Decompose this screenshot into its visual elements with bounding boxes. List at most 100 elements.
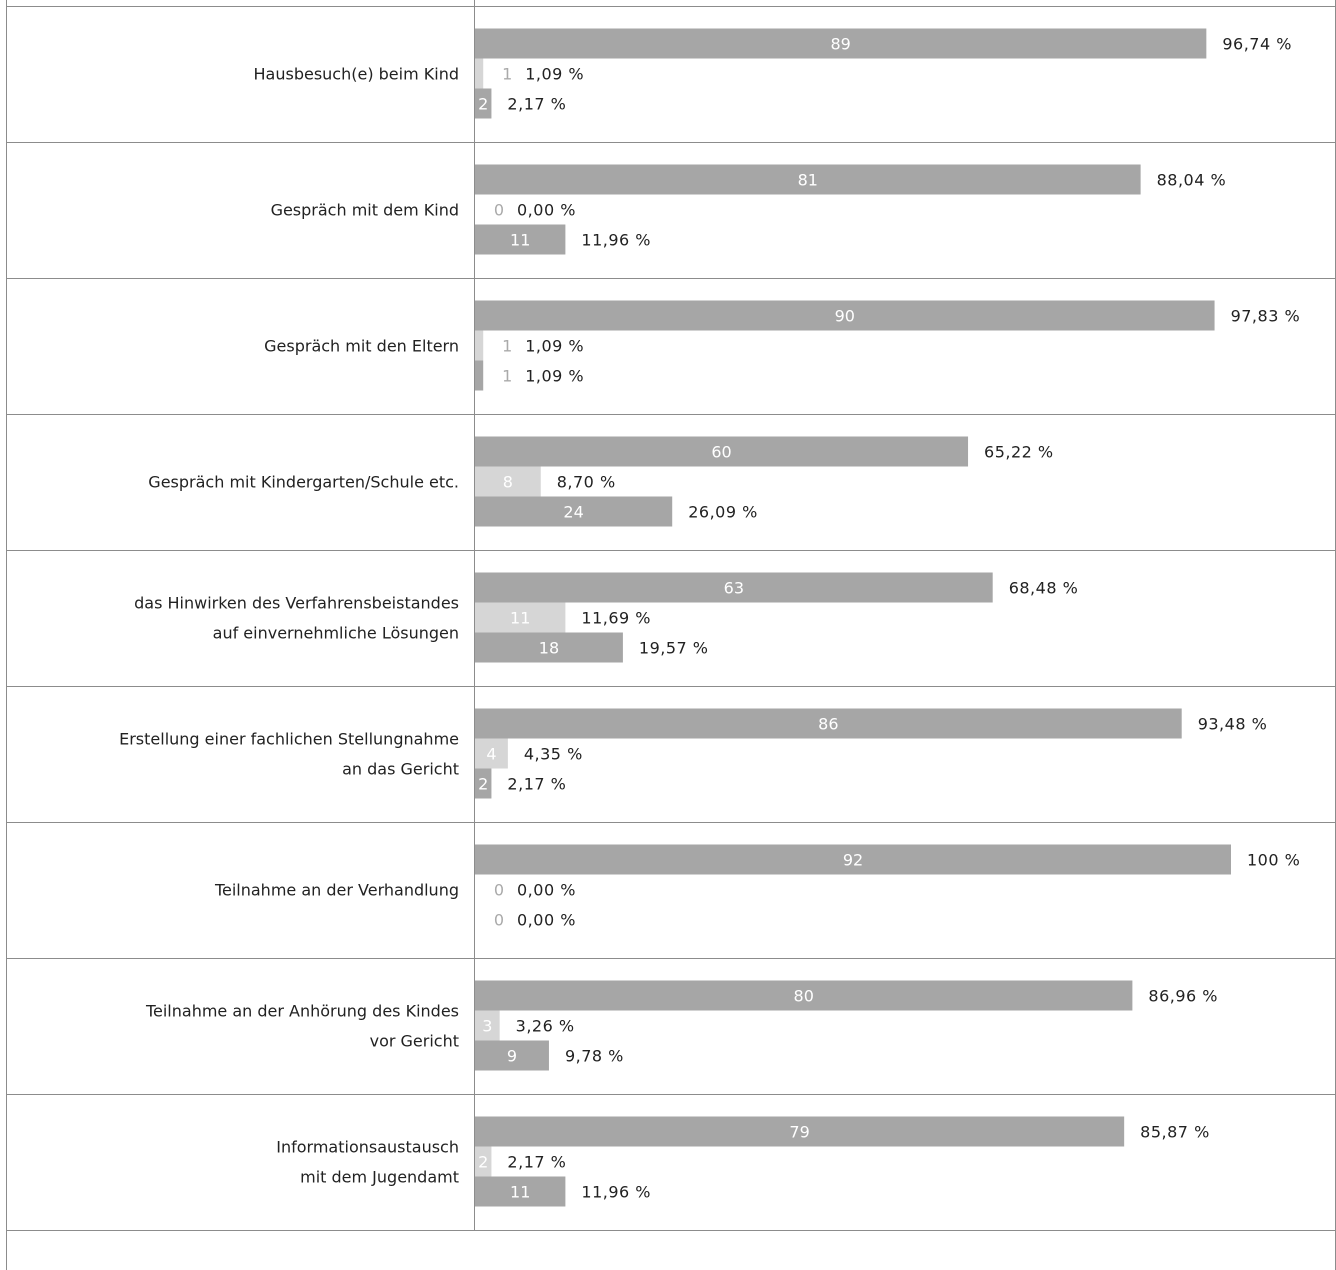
bar xyxy=(475,1146,492,1177)
chart-row: Gespräch mit dem Kind 81 88,04 % 0 0,00 % 11 1… xyxy=(271,164,1227,255)
bar-percent-label: 96,74 % xyxy=(1222,35,1292,54)
bar xyxy=(475,224,566,255)
bar xyxy=(475,708,1182,739)
bar xyxy=(475,1116,1125,1147)
bar xyxy=(475,436,969,467)
bar xyxy=(475,602,566,633)
bar xyxy=(475,1010,500,1041)
category-label: das Hinwirken des Verfahrensbeistandes xyxy=(134,594,459,613)
bar-percent-label: 26,09 % xyxy=(688,503,758,522)
bar-percent-label: 11,69 % xyxy=(581,609,651,628)
bar-count-label: 80 xyxy=(794,987,814,1006)
bar-percent-label: 85,87 % xyxy=(1140,1123,1210,1142)
bar-percent-label: 3,26 % xyxy=(516,1017,575,1036)
bar-percent-label: 100 % xyxy=(1247,851,1300,870)
bar-count-label: 9 xyxy=(507,1047,517,1066)
bar xyxy=(475,300,1215,331)
bar-percent-label: 11,96 % xyxy=(581,1183,651,1202)
bar-percent-label: 9,78 % xyxy=(565,1047,624,1066)
bar-percent-label: 0,00 % xyxy=(517,881,576,900)
chart-row: Gespräch mit den Eltern 90 97,83 % 1 1,09 % 1… xyxy=(264,300,1301,391)
bar xyxy=(475,28,1207,59)
bar-count-label: 24 xyxy=(563,503,583,522)
category-label: Informationsaustausch xyxy=(276,1138,459,1157)
bar-count-label: 11 xyxy=(510,1183,530,1202)
chart-row: das Hinwirken des Verfahrensbeistandes au… xyxy=(134,572,1079,663)
bar xyxy=(475,1040,549,1071)
bar-count-label: 81 xyxy=(798,171,818,190)
bar-percent-label: 0,00 % xyxy=(517,911,576,930)
chart-row: Hausbesuch(e) beim Kind 89 96,74 % 1 1,09 % 2… xyxy=(254,28,1292,119)
bar-count-label: 60 xyxy=(711,443,731,462)
category-label: vor Gericht xyxy=(370,1032,459,1051)
category-label: Gespräch mit Kindergarten/Schule etc. xyxy=(148,473,459,492)
bar-count-label: 18 xyxy=(539,639,559,658)
bar-percent-label: 19,57 % xyxy=(639,639,709,658)
table-frame xyxy=(6,0,1336,1270)
bar xyxy=(475,88,492,119)
category-label: auf einvernehmliche Lösungen xyxy=(213,624,459,643)
bar-count-label: 92 xyxy=(843,851,863,870)
category-label: Erstellung einer fachlichen Stellungnahm… xyxy=(119,730,459,749)
bar xyxy=(475,1176,566,1207)
bar-count-label: 11 xyxy=(510,609,530,628)
bar-count-label: 1 xyxy=(502,367,512,386)
bar-count-label: 2 xyxy=(478,95,488,114)
bar-percent-label: 2,17 % xyxy=(507,1153,566,1172)
bar-percent-label: 1,09 % xyxy=(525,367,584,386)
bar-count-label: 63 xyxy=(724,579,744,598)
bar-percent-label: 0,00 % xyxy=(517,201,576,220)
bar-count-label: 8 xyxy=(503,473,513,492)
bar xyxy=(475,58,484,89)
bar-count-label: 0 xyxy=(494,881,504,900)
bar-percent-label: 65,22 % xyxy=(984,443,1054,462)
bar-percent-label: 86,96 % xyxy=(1148,987,1218,1006)
bar-count-label: 3 xyxy=(482,1017,492,1036)
category-label: Gespräch mit dem Kind xyxy=(271,201,459,220)
bar xyxy=(475,980,1133,1011)
bar xyxy=(475,330,484,361)
bar-percent-label: 2,17 % xyxy=(507,775,566,794)
bar-count-label: 79 xyxy=(789,1123,809,1142)
bar-percent-label: 2,17 % xyxy=(507,95,566,114)
bar xyxy=(475,632,623,663)
bar-percent-label: 88,04 % xyxy=(1157,171,1227,190)
bar-percent-label: 11,96 % xyxy=(581,231,651,250)
bar-count-label: 2 xyxy=(478,775,488,794)
bar xyxy=(475,738,508,769)
bar-count-label: 0 xyxy=(494,911,504,930)
bar-count-label: 1 xyxy=(502,337,512,356)
bar-count-label: 4 xyxy=(486,745,496,764)
category-label: an das Gericht xyxy=(342,760,459,779)
bar xyxy=(475,360,484,391)
bar-percent-label: 8,70 % xyxy=(557,473,616,492)
bar-percent-label: 97,83 % xyxy=(1231,307,1301,326)
bar-count-label: 89 xyxy=(830,35,850,54)
bar xyxy=(475,844,1231,875)
chart-row: Informationsaustausch mit dem Jugendamt 79… xyxy=(276,1116,1210,1207)
bar-percent-label: 68,48 % xyxy=(1009,579,1079,598)
category-label: mit dem Jugendamt xyxy=(300,1168,459,1187)
bar xyxy=(475,572,993,603)
bar-count-label: 2 xyxy=(478,1153,488,1172)
bar xyxy=(475,496,673,527)
bar-percent-label: 1,09 % xyxy=(525,65,584,84)
category-label: Gespräch mit den Eltern xyxy=(264,337,459,356)
category-label: Hausbesuch(e) beim Kind xyxy=(254,65,460,84)
bar-percent-label: 1,09 % xyxy=(525,337,584,356)
bar-count-label: 86 xyxy=(818,715,838,734)
bar xyxy=(475,164,1141,195)
category-label: Teilnahme an der Anhörung des Kindes xyxy=(145,1002,459,1021)
chart-row: Teilnahme an der Verhandlung 92 100 % 0 0,00… xyxy=(214,844,1300,930)
bar-percent-label: 4,35 % xyxy=(524,745,583,764)
bar xyxy=(475,466,541,497)
bar xyxy=(475,768,492,799)
bar-count-label: 0 xyxy=(494,201,504,220)
bar-count-label: 90 xyxy=(835,307,855,326)
category-label: Teilnahme an der Verhandlung xyxy=(214,881,459,900)
chart-row: Gespräch mit Kindergarten/Schule etc. 60 6… xyxy=(148,436,1054,527)
bar-count-label: 11 xyxy=(510,231,530,250)
chart-row: Erstellung einer fachlichen Stellungnahm… xyxy=(119,708,1267,799)
